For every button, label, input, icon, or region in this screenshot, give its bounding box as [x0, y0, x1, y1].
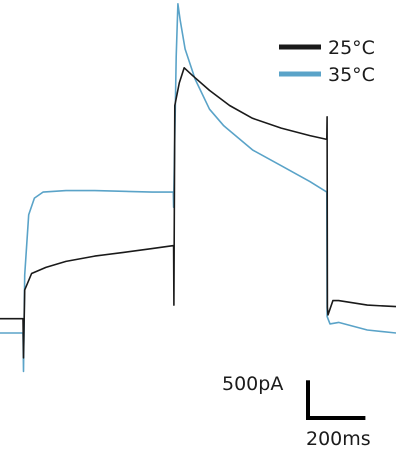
scale-bar: 500pA 200ms [222, 373, 371, 450]
scale-label-time: 200ms [306, 428, 371, 450]
trace-group [0, 3, 396, 373]
legend-label-25c: 25°C [328, 37, 375, 59]
legend: 25°C 35°C [279, 37, 375, 86]
legend-label-35c: 35°C [328, 64, 375, 86]
scale-label-current: 500pA [222, 373, 283, 395]
trace-25c [0, 67, 396, 359]
